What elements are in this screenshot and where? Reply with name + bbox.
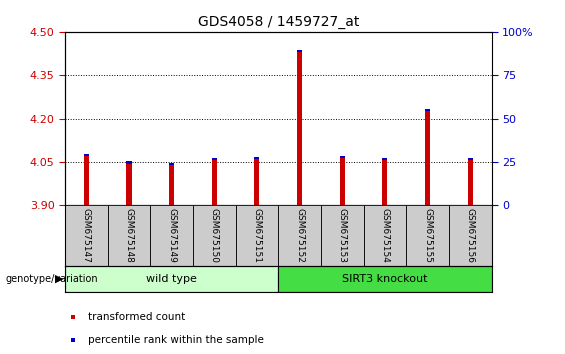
Bar (169, 164, 174, 205)
Bar (65, 205, 107, 266)
Bar (212, 158, 217, 160)
Bar (254, 156, 259, 159)
Text: GSM675153: GSM675153 (338, 208, 347, 263)
Text: percentile rank within the sample: percentile rank within the sample (88, 335, 263, 345)
Bar (468, 158, 473, 160)
Bar (406, 205, 449, 266)
Bar (425, 110, 430, 205)
Bar (321, 205, 364, 266)
Bar (169, 163, 174, 165)
Bar (84, 155, 89, 205)
Text: SIRT3 knockout: SIRT3 knockout (342, 274, 428, 284)
Text: GSM675148: GSM675148 (124, 208, 133, 263)
Bar (193, 205, 236, 266)
Bar (127, 162, 132, 205)
Text: GSM675152: GSM675152 (295, 208, 304, 263)
Text: ▶: ▶ (55, 274, 64, 284)
Text: GSM675149: GSM675149 (167, 208, 176, 263)
Text: GSM675155: GSM675155 (423, 208, 432, 263)
Text: transformed count: transformed count (88, 312, 185, 322)
Bar (297, 51, 302, 205)
Bar (425, 109, 430, 111)
Bar (107, 205, 150, 266)
Bar (449, 205, 492, 266)
Text: GSM675156: GSM675156 (466, 208, 475, 263)
Text: GSM675154: GSM675154 (380, 208, 389, 263)
Text: wild type: wild type (146, 274, 197, 284)
Bar (84, 154, 89, 156)
Bar (468, 159, 473, 205)
Bar (150, 205, 193, 266)
Title: GDS4058 / 1459727_at: GDS4058 / 1459727_at (198, 16, 359, 29)
Text: GSM675150: GSM675150 (210, 208, 219, 263)
Bar (212, 159, 217, 205)
Bar (127, 161, 132, 164)
Bar (279, 205, 321, 266)
Bar (297, 50, 302, 52)
Bar (383, 159, 388, 205)
Text: GSM675151: GSM675151 (253, 208, 262, 263)
Bar (364, 205, 406, 266)
Text: genotype/variation: genotype/variation (6, 274, 98, 284)
Bar (65, 266, 278, 292)
Bar (236, 205, 278, 266)
Bar (340, 157, 345, 205)
Bar (383, 158, 388, 160)
Bar (340, 156, 345, 158)
Bar (279, 266, 492, 292)
Bar (254, 158, 259, 205)
Text: GSM675147: GSM675147 (82, 208, 91, 263)
